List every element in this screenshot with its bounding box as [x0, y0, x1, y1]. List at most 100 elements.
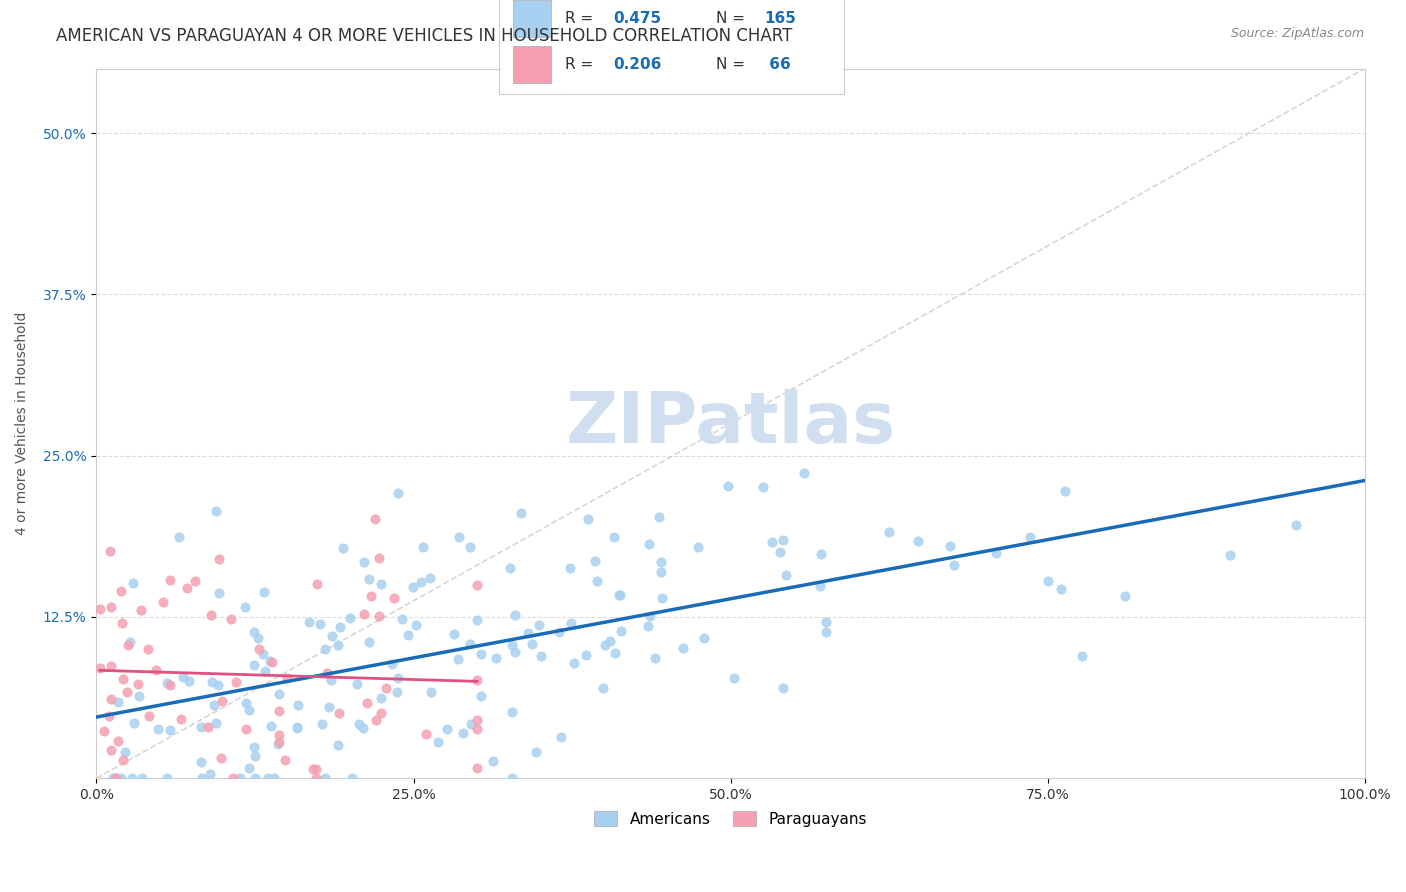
- Point: [391, 611, 413, 625]
- Text: Source: ZipAtlas.com: Source: ZipAtlas.com: [1230, 27, 1364, 40]
- Point: [603, 529, 626, 543]
- Point: [208, 586, 231, 600]
- Point: [243, 749, 266, 764]
- Point: [204, 715, 226, 730]
- Point: [352, 721, 374, 735]
- Point: [305, 762, 328, 776]
- Point: [522, 637, 544, 651]
- Point: [243, 740, 266, 755]
- Point: [651, 591, 673, 605]
- Point: [326, 638, 349, 652]
- Point: [120, 635, 142, 649]
- Point: [318, 699, 340, 714]
- Point: [451, 726, 474, 740]
- Point: [222, 771, 245, 785]
- Point: [637, 619, 659, 633]
- Point: [605, 646, 627, 660]
- Point: [305, 577, 328, 591]
- Point: [138, 709, 160, 723]
- Point: [419, 571, 441, 585]
- Point: [97, 709, 120, 723]
- Point: [176, 581, 198, 595]
- Y-axis label: 4 or more Vehicles in Household: 4 or more Vehicles in Household: [15, 311, 30, 535]
- Point: [482, 754, 505, 768]
- Point: [650, 555, 672, 569]
- Point: [172, 670, 194, 684]
- Point: [640, 608, 662, 623]
- Point: [939, 540, 962, 554]
- Point: [260, 655, 283, 669]
- Point: [419, 685, 441, 699]
- Point: [907, 533, 929, 548]
- Point: [353, 555, 375, 569]
- Point: [648, 510, 671, 524]
- Point: [458, 637, 481, 651]
- Point: [190, 720, 212, 734]
- Point: [447, 530, 470, 544]
- Point: [592, 681, 614, 695]
- Point: [184, 574, 207, 588]
- Point: [412, 541, 434, 555]
- Point: [128, 690, 150, 704]
- Point: [332, 541, 354, 556]
- Point: [943, 558, 966, 573]
- Text: 0.206: 0.206: [613, 57, 661, 72]
- Point: [517, 626, 540, 640]
- Point: [364, 713, 387, 727]
- Point: [305, 771, 328, 785]
- Point: [110, 771, 132, 785]
- Point: [353, 607, 375, 621]
- Point: [370, 690, 392, 705]
- Point: [329, 620, 352, 634]
- Point: [243, 771, 266, 785]
- Point: [558, 560, 581, 574]
- Point: [308, 616, 330, 631]
- Point: [316, 666, 339, 681]
- Point: [167, 530, 190, 544]
- Point: [509, 507, 531, 521]
- Legend: Americans, Paraguayans: Americans, Paraguayans: [586, 803, 875, 834]
- Point: [815, 615, 838, 629]
- Point: [686, 540, 709, 554]
- Point: [808, 579, 831, 593]
- Point: [159, 573, 181, 587]
- Point: [1049, 582, 1071, 596]
- Point: [374, 681, 396, 695]
- Point: [650, 565, 672, 579]
- Point: [810, 547, 832, 561]
- Point: [267, 734, 290, 748]
- Point: [672, 641, 695, 656]
- Point: [877, 524, 900, 539]
- Point: [319, 673, 342, 687]
- Point: [530, 649, 553, 664]
- Point: [356, 696, 378, 710]
- Point: [111, 615, 134, 630]
- Point: [156, 676, 179, 690]
- Point: [401, 580, 423, 594]
- Point: [370, 577, 392, 591]
- Point: [986, 546, 1008, 560]
- Point: [110, 583, 132, 598]
- Point: [769, 545, 792, 559]
- Point: [225, 674, 247, 689]
- Point: [772, 681, 794, 696]
- Point: [314, 771, 336, 785]
- Point: [131, 771, 153, 785]
- Text: N =: N =: [716, 57, 749, 72]
- Point: [501, 638, 523, 652]
- Point: [124, 715, 146, 730]
- Point: [100, 659, 122, 673]
- Point: [302, 762, 325, 776]
- Point: [159, 723, 181, 737]
- Point: [460, 717, 482, 731]
- Point: [693, 632, 716, 646]
- Point: [470, 689, 492, 703]
- Point: [793, 466, 815, 480]
- Point: [1019, 530, 1042, 544]
- Point: [527, 617, 550, 632]
- Point: [1038, 574, 1060, 589]
- Point: [443, 627, 465, 641]
- Point: [524, 745, 547, 759]
- Point: [190, 755, 212, 769]
- Point: [287, 698, 309, 713]
